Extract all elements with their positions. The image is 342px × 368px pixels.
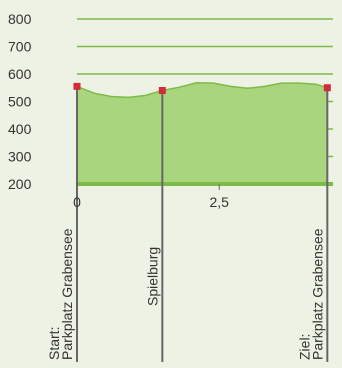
x-tick-2,5: 2,5 bbox=[209, 194, 229, 210]
elevation-area bbox=[76, 82, 333, 186]
waypoint-label-1: Spielburg bbox=[144, 247, 160, 306]
waypoint-label-0-line-0: Start: bbox=[46, 327, 62, 360]
elevation-line bbox=[76, 82, 328, 99]
y-tick-600: 600 bbox=[8, 66, 32, 82]
y-tick-300: 300 bbox=[8, 149, 32, 165]
y-tick-400: 400 bbox=[8, 121, 32, 137]
waypoint-marker-0 bbox=[73, 82, 81, 90]
x-tick-labels: 0 2,5 bbox=[73, 184, 229, 210]
waypoint-labels: Start:Parkplatz Grabensee SpielburgZiel:P… bbox=[46, 228, 325, 360]
y-tick-500: 500 bbox=[8, 94, 32, 110]
y-tick-200: 200 bbox=[8, 176, 32, 192]
waypoint-lines bbox=[76, 86, 329, 362]
waypoint-marker-1 bbox=[158, 87, 166, 94]
waypoint-label-0-line-1: Parkplatz Grabensee bbox=[59, 228, 75, 360]
y-tick-700: 700 bbox=[8, 39, 32, 55]
x-tick-0: 0 bbox=[73, 194, 81, 210]
waypoint-markers bbox=[73, 82, 331, 94]
waypoint-marker-2 bbox=[323, 84, 331, 92]
waypoint-label-2-line-0: Ziel: bbox=[296, 334, 312, 360]
y-tick-labels: 800 700 600 500 400 300 200 bbox=[8, 11, 32, 192]
waypoint-label-2-line-1: Parkplatz Grabensee bbox=[309, 228, 325, 360]
y-tick-800: 800 bbox=[8, 11, 32, 27]
elevation-area-fill bbox=[77, 82, 328, 184]
